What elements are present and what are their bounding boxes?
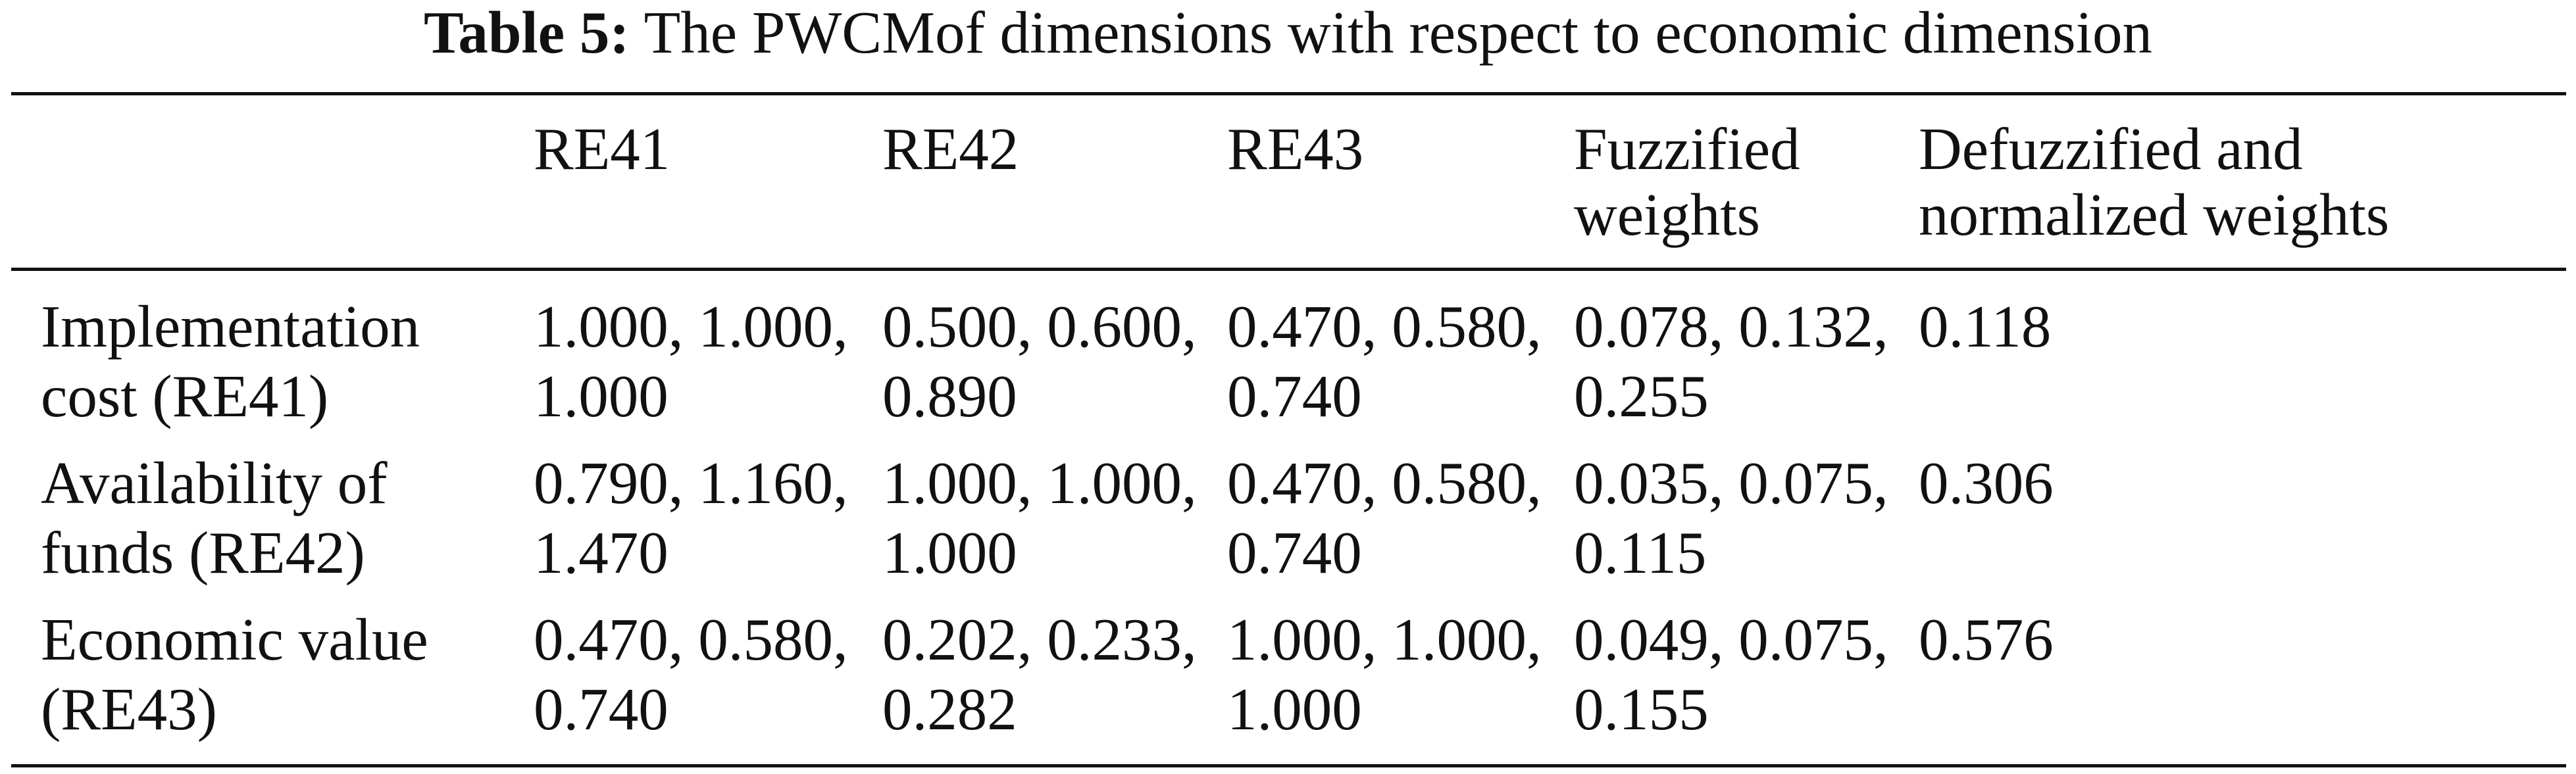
table-caption: Table 5: The PWCMof dimensions with respe… [0,0,2576,66]
header-cell: RE43 [1227,94,1574,270]
header-text: Fuzzified weights [1574,116,1800,248]
body-text: 0.049, 0.075, 0.155 [1574,606,1888,742]
body-cell: 0.576 [1919,589,2566,766]
body-cell: Implementation cost (RE41) [11,270,534,433]
body-text: 1.000, 1.000, 1.000 [534,293,848,429]
table-body: Implementation cost (RE41) 1.000, 1.000, … [11,270,2566,766]
body-cell: 0.118 [1919,270,2566,433]
header-cell: Defuzzified and normalized weights [1919,94,2566,270]
header-text: Defuzzified and normalized weights [1919,116,2390,248]
header-row: RE41 RE42 RE43 Fuzzified weights Defuzzified… [11,93,2566,270]
body-cell: 0.790, 1.160, 1.470 [534,433,882,589]
body-cell: 0.049, 0.075, 0.155 [1574,589,1919,766]
body-text: 0.470, 0.580, 0.740 [1227,450,1542,586]
body-text: 0.078, 0.132, 0.255 [1574,293,1888,429]
table: RE41 RE42 RE43 Fuzzified weights Defuzzified… [11,92,2566,767]
header-text: RE42 [882,116,1019,182]
body-text: 0.500, 0.600, 0.890 [882,293,1197,429]
body-cell: 0.470, 0.580, 0.740 [1227,270,1574,433]
body-text: Availability of funds (RE42) [41,450,388,586]
table-row: Economic value (RE43) 0.470, 0.580, 0.740… [11,589,2566,766]
body-text: 0.306 [1919,450,2054,516]
body-text: 0.202, 0.233, 0.282 [882,606,1197,742]
body-text: 1.000, 1.000, 1.000 [882,450,1197,586]
body-cell: 0.202, 0.233, 0.282 [882,589,1227,766]
body-cell: 0.078, 0.132, 0.255 [1574,270,1919,433]
body-cell: 0.035, 0.075, 0.115 [1574,433,1919,589]
caption-label: Table 5: [423,0,630,66]
body-text: Economic value (RE43) [41,606,428,742]
body-cell: 0.470, 0.580, 0.740 [1227,433,1574,589]
body-text: 0.035, 0.075, 0.115 [1574,450,1888,586]
body-cell: 0.500, 0.600, 0.890 [882,270,1227,433]
body-cell: 1.000, 1.000, 1.000 [882,433,1227,589]
body-text: 1.000, 1.000, 1.000 [1227,606,1542,742]
body-text: Implementation cost (RE41) [41,293,420,429]
caption-text: The PWCMof dimensions with respect to ec… [644,0,2153,66]
body-text: 0.118 [1919,293,2052,360]
header-text: RE43 [1227,116,1364,182]
body-cell: 0.306 [1919,433,2566,589]
body-cell: Economic value (RE43) [11,589,534,766]
header-cell: RE42 [882,94,1227,270]
header-cell: Fuzzified weights [1574,94,1919,270]
body-text: 0.576 [1919,606,2054,673]
body-cell: Availability of funds (RE42) [11,433,534,589]
header-cell [11,94,534,270]
header-cell: RE41 [534,94,882,270]
table-row: Implementation cost (RE41) 1.000, 1.000, … [11,270,2566,433]
body-text: 0.470, 0.580, 0.740 [1227,293,1542,429]
body-cell: 1.000, 1.000, 1.000 [534,270,882,433]
body-text: 0.790, 1.160, 1.470 [534,450,848,586]
body-cell: 1.000, 1.000, 1.000 [1227,589,1574,766]
body-cell: 0.470, 0.580, 0.740 [534,589,882,766]
header-text: RE41 [534,116,670,182]
body-text: 0.470, 0.580, 0.740 [534,606,848,742]
table-row: Availability of funds (RE42) 0.790, 1.160… [11,433,2566,589]
